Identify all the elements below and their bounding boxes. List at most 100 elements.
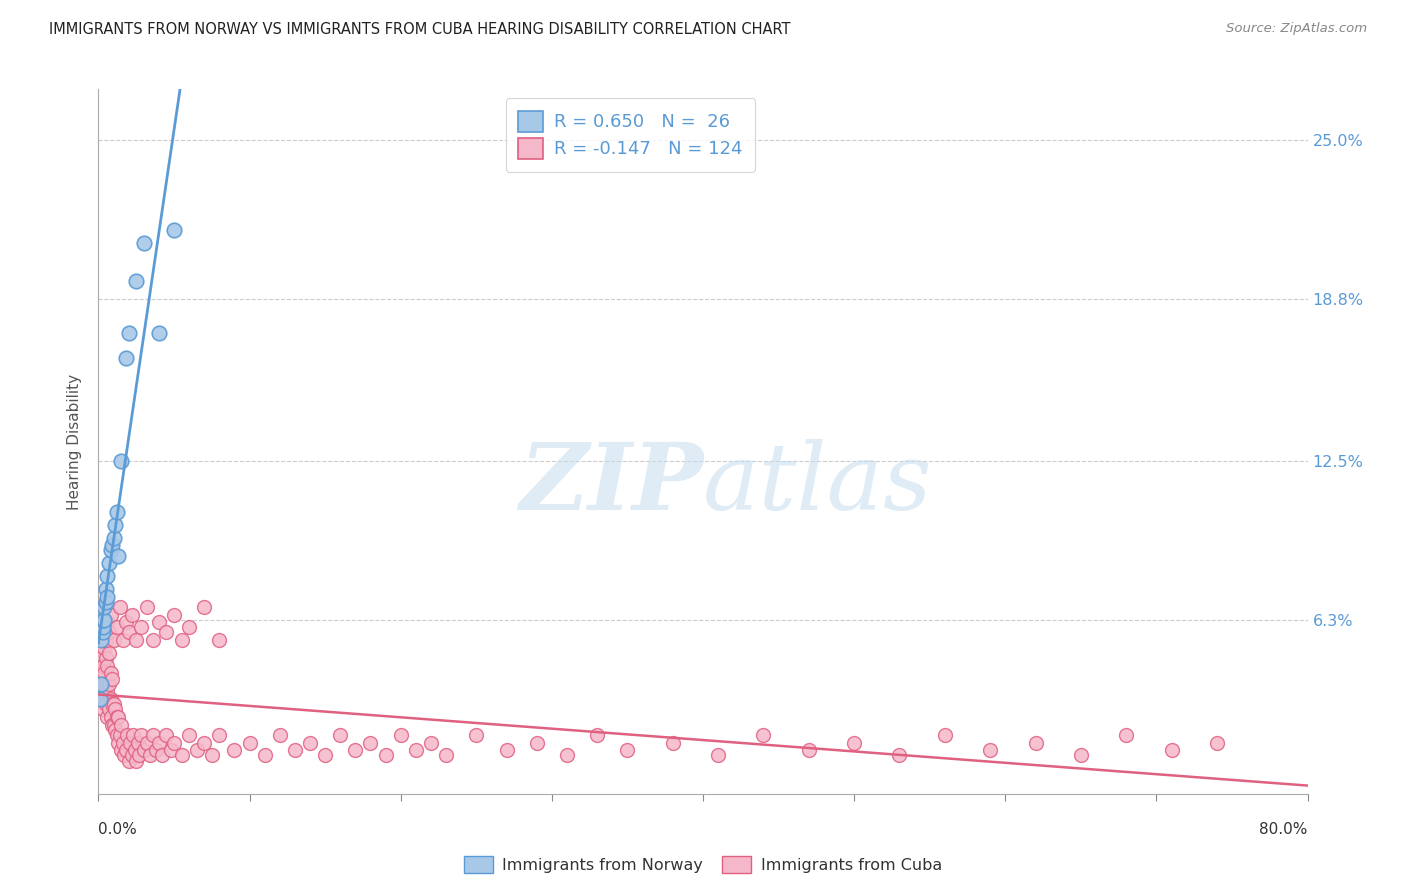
- Point: [150, 748, 173, 763]
- Point: [90, 651, 112, 665]
- Text: IMMIGRANTS FROM NORWAY VS IMMIGRANTS FROM CUBA HEARING DISABILITY CORRELATION CH: IMMIGRANTS FROM NORWAY VS IMMIGRANTS FRO…: [49, 22, 790, 37]
- Point: [96, 658, 118, 673]
- Point: [299, 736, 322, 750]
- Point: [465, 728, 488, 742]
- Point: [98, 702, 121, 716]
- Text: atlas: atlas: [703, 439, 932, 529]
- Point: [979, 743, 1001, 757]
- Legend: R = 0.650   N =  26, R = -0.147   N = 124: R = 0.650 N = 26, R = -0.147 N = 124: [506, 98, 755, 171]
- Point: [101, 697, 124, 711]
- Point: [104, 702, 127, 716]
- Point: [129, 620, 152, 634]
- Point: [91, 633, 114, 648]
- Point: [125, 633, 148, 648]
- Point: [93, 599, 115, 614]
- Point: [132, 743, 155, 757]
- Point: [201, 748, 224, 763]
- Point: [132, 235, 155, 250]
- Point: [101, 672, 124, 686]
- Point: [555, 748, 578, 763]
- Point: [128, 748, 150, 763]
- Point: [110, 454, 132, 468]
- Point: [98, 646, 121, 660]
- Point: [163, 607, 186, 622]
- Legend: Immigrants from Norway, Immigrants from Cuba: Immigrants from Norway, Immigrants from …: [457, 849, 949, 880]
- Point: [91, 613, 114, 627]
- Point: [1115, 728, 1137, 742]
- Point: [96, 569, 118, 583]
- Point: [155, 625, 177, 640]
- Point: [797, 743, 820, 757]
- Point: [360, 736, 382, 750]
- Point: [129, 728, 152, 742]
- Point: [434, 748, 457, 763]
- Point: [662, 736, 685, 750]
- Point: [104, 723, 127, 737]
- Point: [94, 633, 117, 648]
- Point: [139, 748, 162, 763]
- Point: [91, 658, 114, 673]
- Point: [163, 223, 186, 237]
- Point: [105, 710, 128, 724]
- Point: [107, 710, 129, 724]
- Point: [124, 743, 146, 757]
- Point: [103, 531, 125, 545]
- Point: [118, 625, 141, 640]
- Point: [208, 633, 231, 648]
- Point: [108, 599, 131, 614]
- Point: [91, 620, 114, 634]
- Point: [193, 599, 215, 614]
- Point: [148, 326, 170, 340]
- Point: [100, 692, 122, 706]
- Point: [90, 620, 112, 634]
- Text: 0.0%: 0.0%: [98, 822, 138, 837]
- Point: [170, 748, 193, 763]
- Point: [112, 748, 135, 763]
- Point: [93, 692, 115, 706]
- Point: [100, 666, 122, 681]
- Point: [107, 549, 129, 563]
- Point: [90, 633, 112, 648]
- Point: [90, 633, 112, 648]
- Point: [122, 728, 145, 742]
- Point: [93, 613, 115, 627]
- Text: ZIP: ZIP: [519, 439, 703, 529]
- Point: [125, 754, 148, 768]
- Point: [94, 651, 117, 665]
- Point: [284, 743, 307, 757]
- Point: [934, 728, 956, 742]
- Point: [91, 625, 114, 640]
- Point: [344, 743, 367, 757]
- Point: [100, 710, 122, 724]
- Point: [94, 595, 117, 609]
- Point: [89, 692, 111, 706]
- Y-axis label: Hearing Disability: Hearing Disability: [67, 374, 83, 509]
- Point: [94, 676, 117, 690]
- Point: [105, 505, 128, 519]
- Point: [844, 736, 866, 750]
- Point: [94, 582, 117, 596]
- Point: [94, 697, 117, 711]
- Point: [269, 728, 291, 742]
- Point: [104, 517, 127, 532]
- Point: [586, 728, 609, 742]
- Point: [114, 743, 136, 757]
- Point: [145, 743, 167, 757]
- Point: [105, 728, 128, 742]
- Point: [127, 736, 149, 750]
- Point: [110, 717, 132, 731]
- Point: [118, 326, 141, 340]
- Point: [103, 697, 125, 711]
- Point: [100, 543, 122, 558]
- Point: [193, 736, 215, 750]
- Point: [118, 754, 141, 768]
- Point: [93, 599, 115, 614]
- Point: [1024, 736, 1046, 750]
- Point: [616, 743, 638, 757]
- Point: [89, 640, 111, 655]
- Point: [98, 556, 121, 570]
- Point: [148, 736, 170, 750]
- Point: [98, 676, 121, 690]
- Point: [405, 743, 427, 757]
- Point: [135, 599, 157, 614]
